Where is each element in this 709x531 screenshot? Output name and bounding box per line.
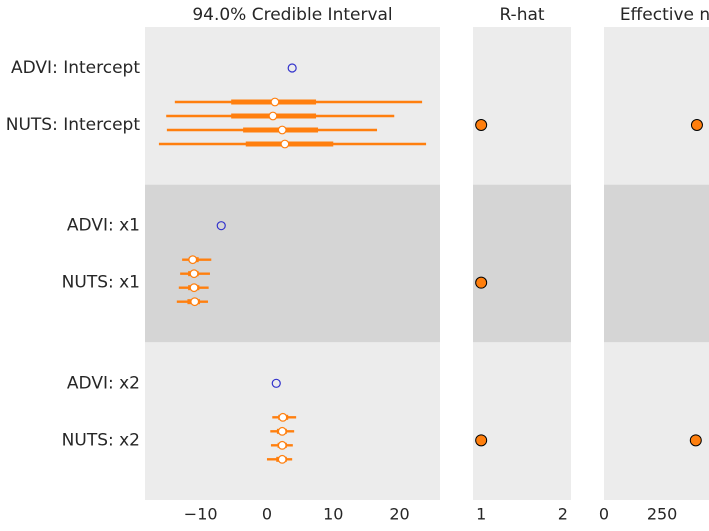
median-point bbox=[277, 440, 287, 450]
panel-title: R-hat bbox=[499, 5, 544, 25]
row-label: ADVI: x2 bbox=[67, 373, 140, 393]
x-tick-label: 2 bbox=[558, 505, 568, 524]
row-label: NUTS: Intercept bbox=[6, 115, 141, 135]
median-point bbox=[190, 297, 200, 307]
x-tick-label: 250 bbox=[647, 505, 678, 524]
x-tick-label: 0 bbox=[262, 505, 272, 524]
row-label: ADVI: Intercept bbox=[11, 58, 140, 78]
median-point bbox=[189, 269, 199, 279]
band bbox=[145, 342, 440, 500]
band bbox=[145, 184, 440, 343]
band bbox=[473, 342, 571, 500]
median-point bbox=[189, 283, 199, 293]
row-label: NUTS: x2 bbox=[62, 430, 140, 450]
band bbox=[604, 342, 709, 500]
median-point bbox=[278, 412, 288, 422]
band bbox=[604, 27, 709, 185]
ess-point bbox=[690, 119, 703, 131]
median-point bbox=[277, 125, 287, 135]
row-label: NUTS: x1 bbox=[62, 273, 140, 293]
advi-point bbox=[287, 63, 297, 73]
ess-point bbox=[689, 434, 702, 447]
r-hat-point bbox=[475, 119, 488, 131]
band bbox=[604, 184, 709, 343]
row-label: ADVI: x1 bbox=[67, 216, 140, 236]
median-point bbox=[188, 255, 198, 265]
x-tick-label: 10 bbox=[323, 505, 343, 524]
advi-point bbox=[216, 221, 226, 231]
median-point bbox=[268, 111, 278, 121]
median-point bbox=[270, 97, 280, 107]
r-hat-point bbox=[475, 276, 488, 289]
median-point bbox=[277, 454, 287, 464]
median-point bbox=[280, 139, 290, 149]
advi-point bbox=[271, 378, 281, 388]
band bbox=[473, 27, 571, 185]
x-tick-label: 0 bbox=[599, 505, 609, 524]
band bbox=[145, 27, 440, 185]
band bbox=[473, 184, 571, 343]
r-hat-point bbox=[475, 434, 488, 447]
x-tick-label: 1 bbox=[476, 505, 486, 524]
panel-title: Effective n bbox=[620, 5, 709, 25]
panel-title: 94.0% Credible Interval bbox=[192, 5, 392, 25]
median-point bbox=[277, 426, 287, 436]
x-tick-label: −10 bbox=[184, 505, 218, 524]
x-tick-label: 20 bbox=[389, 505, 409, 524]
